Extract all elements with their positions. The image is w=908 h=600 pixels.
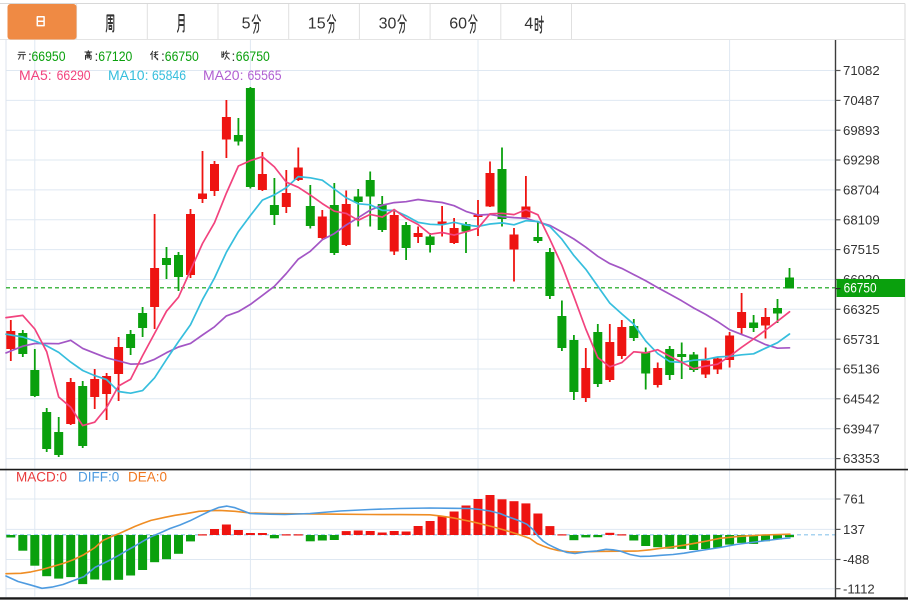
svg-text:MA20:: MA20:: [203, 67, 243, 83]
svg-text:67120: 67120: [98, 49, 132, 64]
svg-text:68704: 68704: [843, 183, 880, 198]
svg-text:65136: 65136: [843, 362, 880, 377]
svg-text:65846: 65846: [152, 67, 186, 83]
svg-text:4: 4: [524, 16, 533, 33]
svg-text:63947: 63947: [843, 421, 880, 436]
svg-text:65731: 65731: [843, 332, 880, 347]
svg-text:66750: 66750: [165, 49, 199, 64]
svg-text:5: 5: [242, 16, 251, 33]
svg-text:71082: 71082: [843, 63, 880, 78]
svg-text:66750: 66750: [844, 281, 877, 296]
svg-text:65565: 65565: [248, 67, 282, 83]
svg-text:DEA:0: DEA:0: [128, 470, 167, 485]
svg-text:MACD:0: MACD:0: [16, 470, 67, 485]
svg-text::: :: [28, 49, 32, 64]
svg-text::: :: [95, 49, 99, 64]
svg-text:DIFF:0: DIFF:0: [78, 470, 119, 485]
svg-text:MA10:: MA10:: [108, 67, 148, 83]
svg-text:30: 30: [379, 16, 397, 33]
svg-text:64542: 64542: [843, 392, 880, 407]
svg-text:70487: 70487: [843, 93, 880, 108]
svg-text:69298: 69298: [843, 153, 880, 168]
svg-text:-1112: -1112: [843, 581, 875, 596]
svg-text:68109: 68109: [843, 212, 880, 227]
svg-text:60: 60: [449, 16, 467, 33]
svg-text:66750: 66750: [236, 49, 270, 64]
svg-text:63353: 63353: [843, 451, 880, 466]
svg-text::: :: [161, 49, 165, 64]
svg-text:69893: 69893: [843, 123, 880, 138]
svg-text:-488: -488: [843, 552, 869, 567]
svg-text:66325: 66325: [843, 302, 880, 317]
svg-text:66950: 66950: [32, 49, 66, 64]
svg-text:761: 761: [843, 492, 865, 507]
svg-text:67515: 67515: [843, 242, 880, 257]
svg-text:15: 15: [308, 16, 326, 33]
svg-text:MA5:: MA5:: [19, 67, 52, 83]
svg-text::: :: [232, 49, 236, 64]
svg-text:137: 137: [843, 522, 865, 537]
svg-text:66290: 66290: [57, 67, 91, 83]
